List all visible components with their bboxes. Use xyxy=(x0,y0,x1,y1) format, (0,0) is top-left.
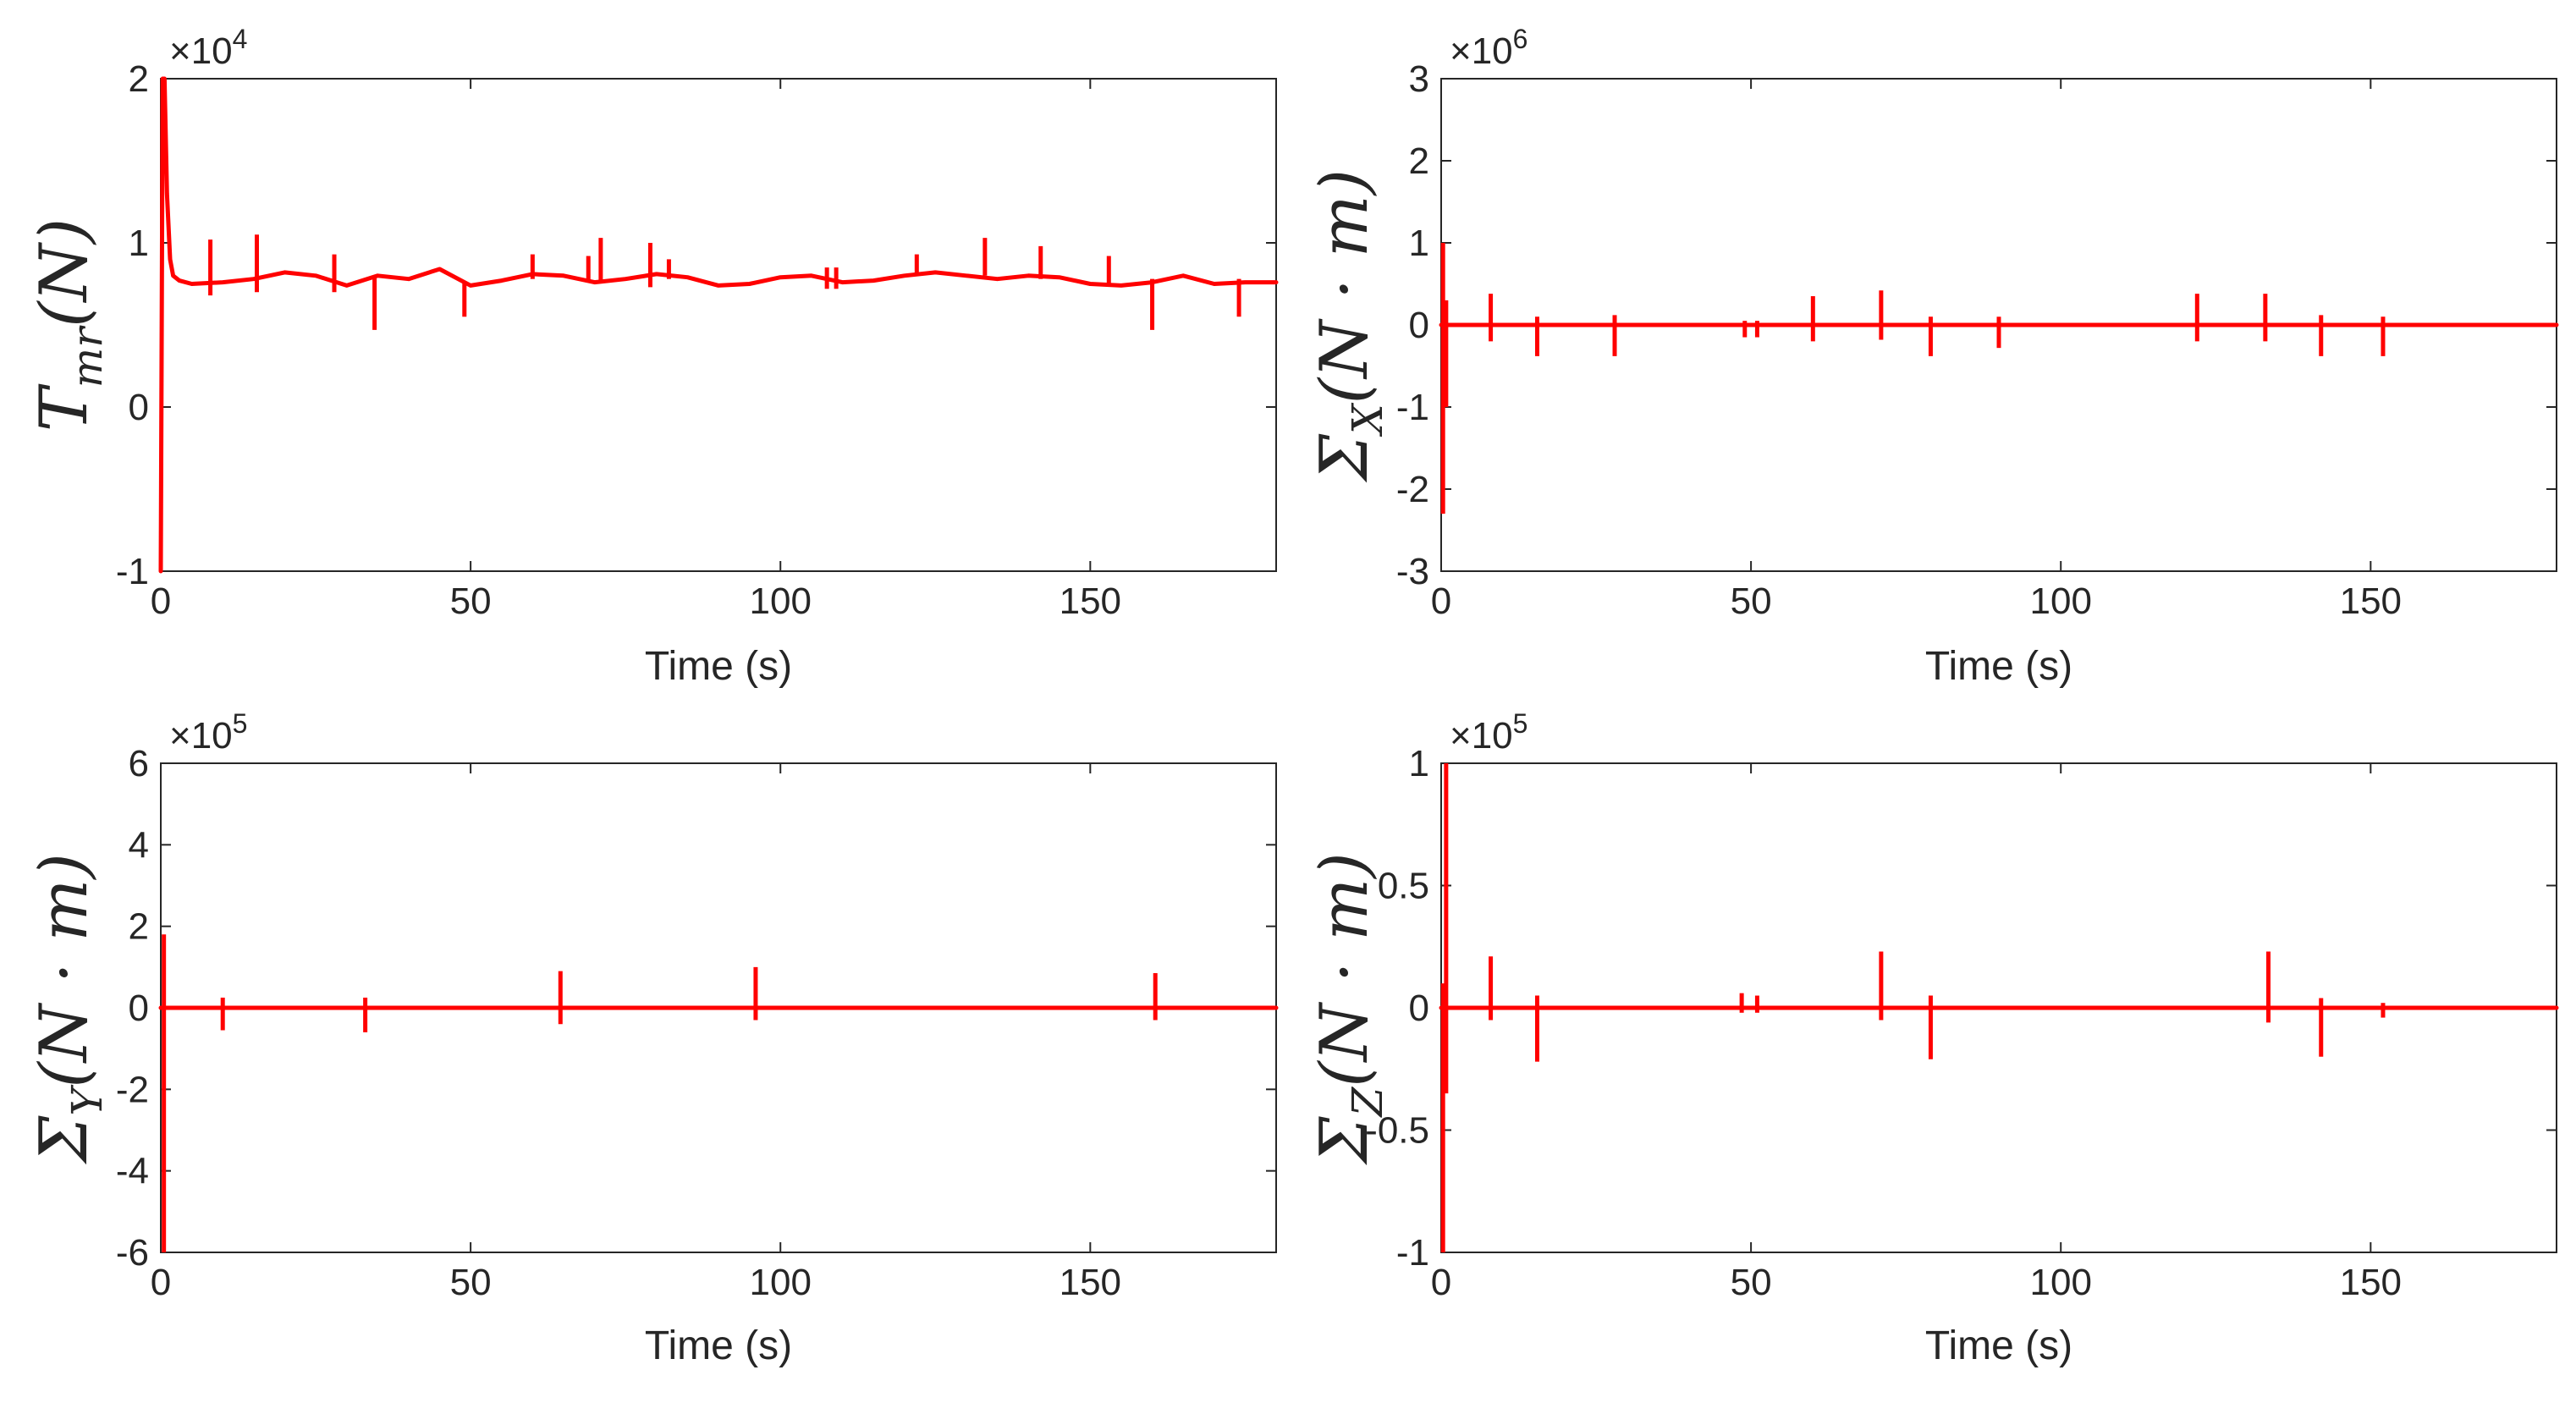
x-tick-label: 50 xyxy=(450,580,492,622)
y-axis-label: ΣZ(N · m) xyxy=(1307,852,1392,1165)
y-tick-label: -0.5 xyxy=(1365,1110,1429,1152)
x-axis-label: Time (s) xyxy=(1925,644,2072,689)
x-tick-label: 100 xyxy=(2030,1262,2092,1303)
panel-sigma-z: 0 50 100 150 -1 -0.5 0 0.5 1 ×105 Time (s) ΣZ(N… xyxy=(1307,708,2559,1368)
x-ticks: 0 50 100 150 xyxy=(151,79,1121,622)
y-ticks: -1 -0.5 0 0.5 1 xyxy=(1365,743,2557,1274)
x-ticks: 0 50 100 150 xyxy=(151,763,1121,1303)
y-tick-label: 0.5 xyxy=(1378,866,1429,907)
x-tick-label: 150 xyxy=(2340,1262,2402,1303)
y-ticks: -3 -2 -1 0 1 2 3 xyxy=(1396,58,2557,592)
y-tick-label: 0 xyxy=(129,988,149,1029)
y-tick-label: -2 xyxy=(116,1069,149,1110)
plot-area xyxy=(1439,763,2559,1252)
plot-area xyxy=(158,76,1279,574)
x-axis-label: Time (s) xyxy=(1925,1323,2072,1368)
y-tick-label: 2 xyxy=(129,58,149,100)
y-ticks: -1 0 1 2 xyxy=(116,58,1276,592)
y-tick-label: 0 xyxy=(129,387,149,428)
y-axis-label: ΣX(N · m) xyxy=(1307,169,1392,483)
x-tick-label: 100 xyxy=(750,1262,812,1303)
y-tick-label: 0 xyxy=(1409,988,1429,1029)
y-tick-label: -4 xyxy=(116,1151,149,1192)
x-tick-label: 150 xyxy=(2340,580,2402,622)
x-tick-label: 0 xyxy=(151,1262,171,1303)
y-tick-label: -2 xyxy=(1396,469,1429,510)
y-tick-label: 3 xyxy=(1409,58,1429,100)
y-axis-label: Tmr(N) xyxy=(26,218,112,432)
exponent-label: ×105 xyxy=(1450,708,1527,757)
y-tick-label: -3 xyxy=(1396,551,1429,592)
y-tick-label: 0 xyxy=(1409,305,1429,346)
x-tick-label: 50 xyxy=(450,1262,492,1303)
x-axis-label: Time (s) xyxy=(645,644,792,689)
x-tick-label: 50 xyxy=(1731,1262,1772,1303)
y-tick-label: -6 xyxy=(116,1232,149,1274)
x-tick-label: 0 xyxy=(1431,580,1451,622)
plot-area xyxy=(158,934,1279,1252)
x-ticks: 0 50 100 150 xyxy=(1431,763,2402,1303)
x-tick-label: 150 xyxy=(1060,580,1121,622)
series-line xyxy=(158,76,1279,574)
plot-area xyxy=(1439,243,2559,514)
exponent-label: ×105 xyxy=(169,708,247,757)
x-tick-label: 150 xyxy=(1060,1262,1121,1303)
panel-sigma-y: 0 50 100 150 -6 -4 -2 0 2 4 6 ×105 Time (s) ΣY(N … xyxy=(26,708,1279,1368)
exponent-label: ×104 xyxy=(169,24,247,72)
y-tick-label: 2 xyxy=(1409,140,1429,182)
y-tick-label: 4 xyxy=(129,824,149,866)
x-axis-label: Time (s) xyxy=(645,1323,792,1368)
y-tick-label: 1 xyxy=(1409,743,1429,784)
x-tick-label: 0 xyxy=(1431,1262,1451,1303)
y-tick-label: 2 xyxy=(129,906,149,948)
panel-sigma-x: 0 50 100 150 -3 -2 -1 0 1 2 3 ×106 Time (s) ΣX(N … xyxy=(1307,24,2559,689)
x-tick-label: 50 xyxy=(1731,580,1772,622)
axes-box xyxy=(160,78,1277,572)
y-tick-label: -1 xyxy=(116,551,149,592)
x-tick-label: 0 xyxy=(151,580,171,622)
x-tick-label: 100 xyxy=(2030,580,2092,622)
x-tick-label: 100 xyxy=(750,580,812,622)
y-tick-label: 1 xyxy=(129,223,149,264)
exponent-label: ×106 xyxy=(1450,24,1527,72)
y-tick-label: 6 xyxy=(129,743,149,784)
y-axis-label: ΣY(N · m) xyxy=(26,853,112,1165)
y-tick-label: -1 xyxy=(1396,387,1429,428)
y-tick-label: -1 xyxy=(1396,1232,1429,1274)
x-ticks: 0 50 100 150 xyxy=(1431,79,2402,622)
y-tick-label: 1 xyxy=(1409,223,1429,264)
